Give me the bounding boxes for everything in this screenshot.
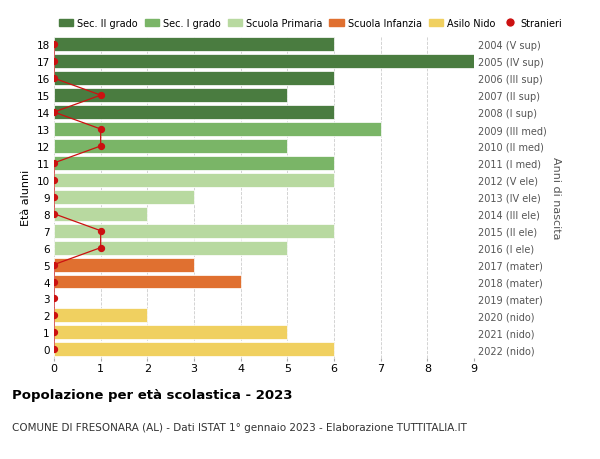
Point — [96, 92, 106, 100]
Legend: Sec. II grado, Sec. I grado, Scuola Primaria, Scuola Infanzia, Asilo Nido, Stran: Sec. II grado, Sec. I grado, Scuola Prim… — [59, 19, 563, 28]
Text: Popolazione per età scolastica - 2023: Popolazione per età scolastica - 2023 — [12, 388, 293, 401]
Point — [49, 261, 59, 269]
Bar — [54, 174, 334, 187]
Bar — [54, 190, 194, 204]
Point — [49, 295, 59, 302]
Bar — [54, 342, 334, 357]
Bar — [54, 309, 148, 323]
Bar — [54, 241, 287, 255]
Point — [49, 109, 59, 117]
Point — [49, 41, 59, 49]
Point — [49, 346, 59, 353]
Point — [49, 211, 59, 218]
Point — [49, 329, 59, 336]
Bar — [54, 89, 287, 103]
Point — [96, 228, 106, 235]
Point — [49, 75, 59, 83]
Bar — [54, 55, 474, 69]
Text: COMUNE DI FRESONARA (AL) - Dati ISTAT 1° gennaio 2023 - Elaborazione TUTTITALIA.: COMUNE DI FRESONARA (AL) - Dati ISTAT 1°… — [12, 422, 467, 432]
Bar — [54, 224, 334, 238]
Point — [49, 194, 59, 201]
Bar — [54, 207, 148, 221]
Y-axis label: Età alunni: Età alunni — [21, 169, 31, 225]
Point — [96, 126, 106, 134]
Point — [49, 58, 59, 66]
Y-axis label: Anni di nascita: Anni di nascita — [551, 156, 561, 239]
Point — [49, 160, 59, 167]
Bar — [54, 72, 334, 86]
Bar — [54, 275, 241, 289]
Point — [49, 278, 59, 285]
Bar — [54, 157, 334, 170]
Bar — [54, 258, 194, 272]
Bar — [54, 326, 287, 340]
Bar — [54, 38, 334, 52]
Point — [49, 312, 59, 319]
Point — [96, 143, 106, 150]
Bar — [54, 123, 380, 137]
Point — [49, 177, 59, 184]
Bar — [54, 140, 287, 154]
Point — [96, 245, 106, 252]
Bar — [54, 106, 334, 120]
